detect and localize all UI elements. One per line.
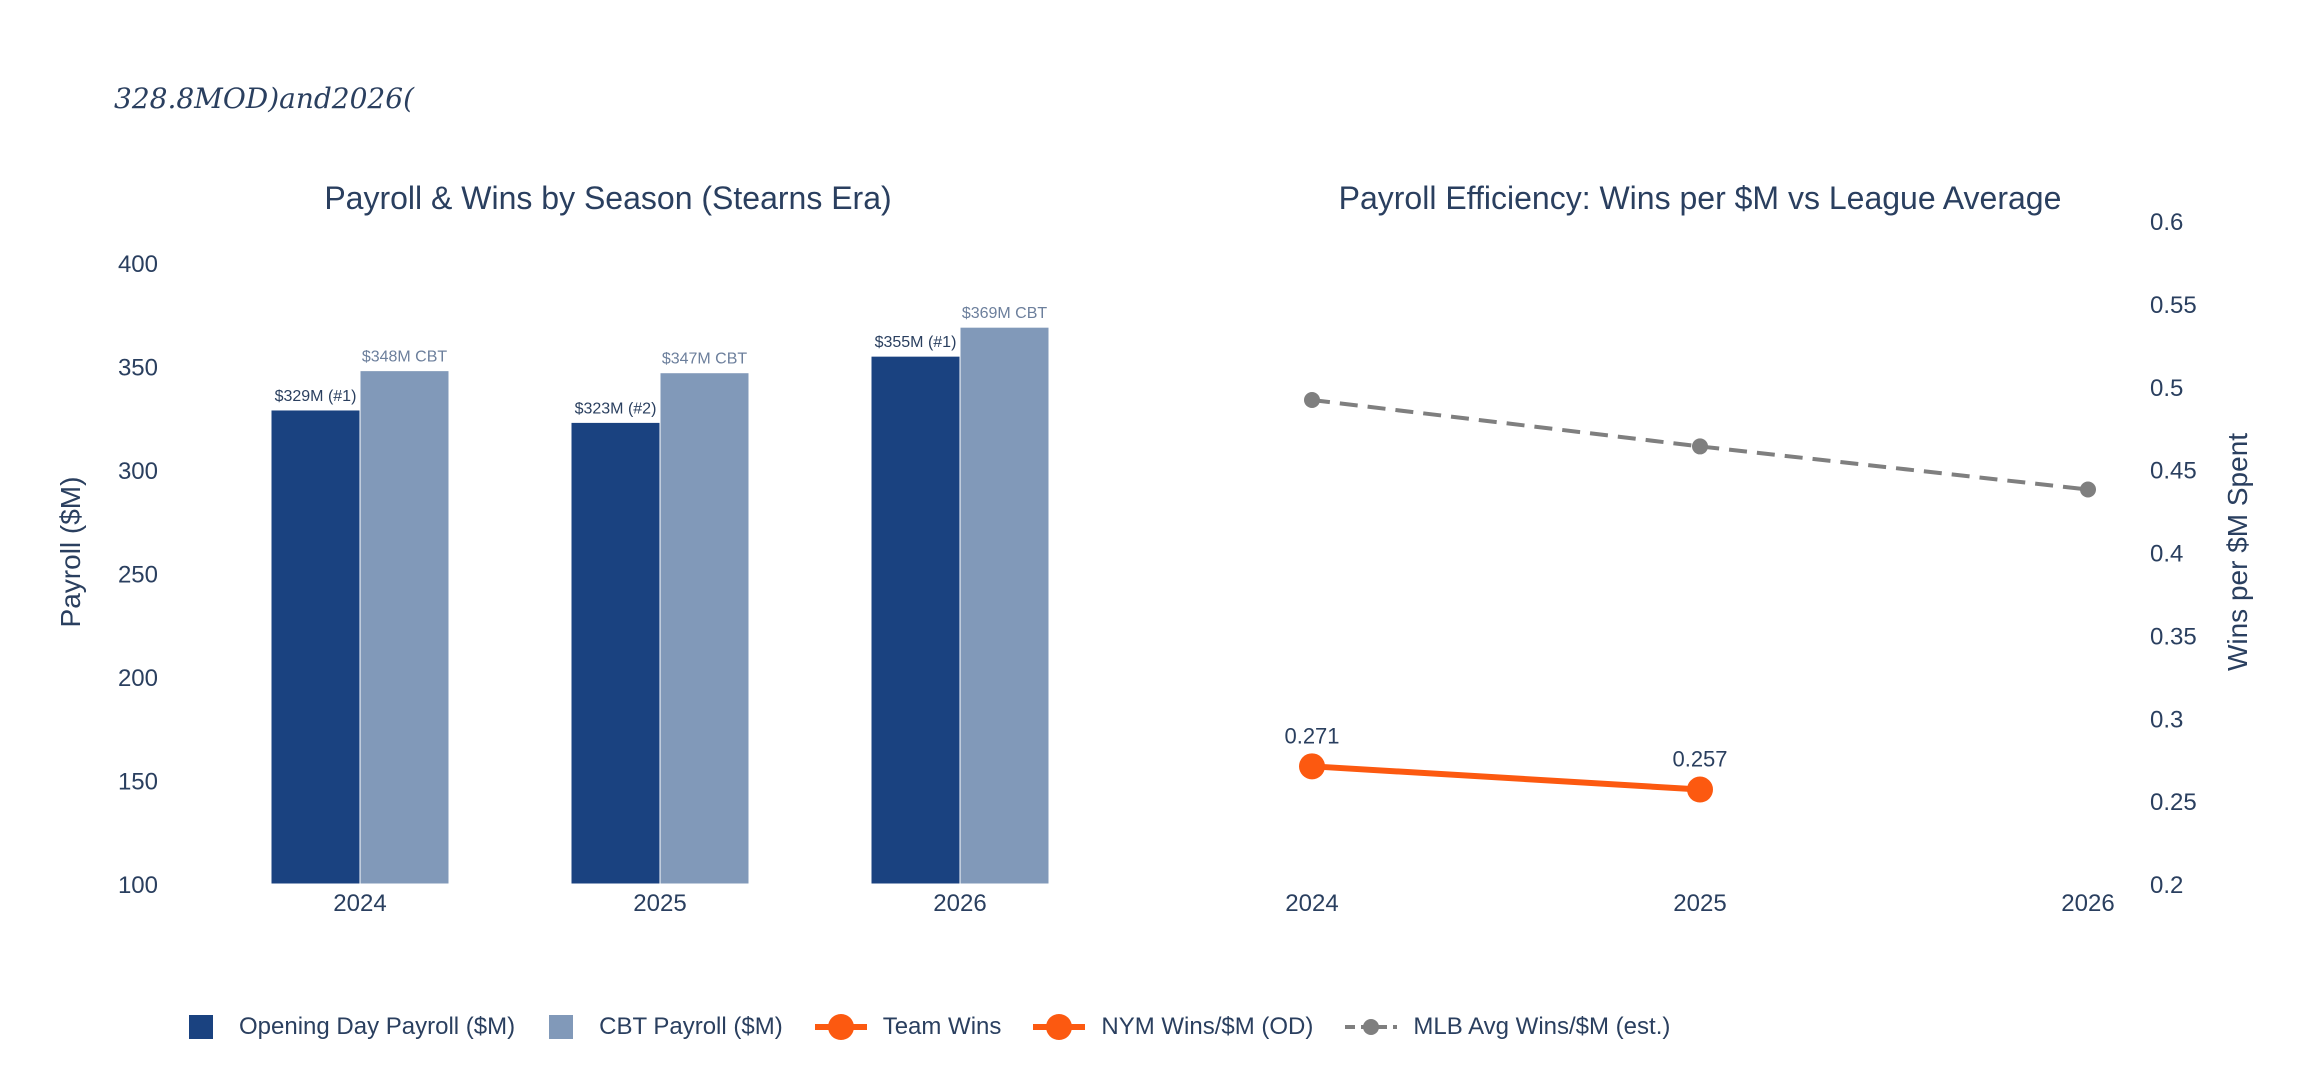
- cbt-payroll-bar: [959, 326, 1050, 885]
- bar-chart-title: Payroll & Wins by Season (Stearns Era): [324, 180, 891, 216]
- bar-y-ticks: 100 150 200 250 300 350 400: [118, 251, 158, 899]
- line-marks: 0.271 0.257: [1284, 392, 2096, 803]
- legend-label: Opening Day Payroll ($M): [239, 1013, 516, 1040]
- bar-chart-y-axis-label: Payroll ($M): [55, 477, 86, 628]
- od-payroll-data-label: $355M (#1): [875, 334, 957, 351]
- nym-efficiency-data-label: 0.257: [1672, 747, 1727, 772]
- legend-item[interactable]: NYM Wins/$M (OD): [1031, 1012, 1313, 1042]
- legend-label: CBT Payroll ($M): [599, 1013, 783, 1040]
- legend: Opening Day Payroll ($M) CBT Payroll ($M)…: [185, 1012, 1700, 1042]
- line-y-tick-label: 0.45: [2150, 458, 2197, 485]
- line-y-tick-label: 0.3: [2150, 706, 2183, 733]
- legend-square-icon: [189, 1015, 213, 1039]
- cbt-payroll-data-label: $347M CBT: [662, 351, 748, 368]
- line-x-tick-label: 2026: [2061, 890, 2114, 917]
- legend-line-marker-icon: [814, 1014, 867, 1040]
- bar-y-tick-label: 300: [118, 458, 158, 485]
- bar-y-tick-label: 400: [118, 251, 158, 278]
- league-avg-point: [1304, 392, 1320, 409]
- legend-item[interactable]: Team Wins: [813, 1012, 1002, 1042]
- line-y-tick-label: 0.6: [2150, 209, 2183, 236]
- bar-chart: Payroll & Wins by Season (Stearns Era) P…: [55, 180, 1050, 917]
- line-y-tick-label: 0.55: [2150, 292, 2197, 319]
- legend-label: NYM Wins/$M (OD): [1101, 1013, 1314, 1040]
- od-payroll-bar: [270, 409, 361, 885]
- bar-y-tick-label: 350: [118, 355, 158, 382]
- legend-square-icon: [549, 1015, 574, 1039]
- page-title: 328.8MOD)and2026(: [114, 82, 414, 115]
- nym-efficiency-point: [1299, 753, 1325, 780]
- bar-x-ticks: 2024 2025 2026: [333, 890, 986, 917]
- od-payroll-bar: [570, 421, 661, 885]
- nym-efficiency-line: [1311, 763, 1701, 793]
- line-y-tick-label: 0.5: [2150, 375, 2183, 402]
- legend-line-marker-icon: [1033, 1014, 1086, 1040]
- bar-y-tick-label: 150: [118, 769, 158, 796]
- line-chart-title: Payroll Efficiency: Wins per $M vs Leagu…: [1339, 180, 2062, 216]
- line-y-tick-label: 0.25: [2150, 789, 2197, 816]
- line-y-ticks: 0.2 0.25 0.3 0.35 0.4 0.45 0.5 0.55 0.6: [2150, 209, 2197, 899]
- line-chart: Payroll Efficiency: Wins per $M vs Leagu…: [1284, 180, 2253, 917]
- cbt-payroll-bar: [659, 372, 750, 885]
- bar-x-tick-label: 2025: [633, 890, 686, 917]
- legend-item[interactable]: Opening Day Payroll ($M): [185, 1012, 515, 1042]
- od-payroll-data-label: $329M (#1): [275, 388, 357, 405]
- line-x-tick-label: 2025: [1673, 890, 1726, 917]
- line-chart-y-axis-label: Wins per $M Spent: [2222, 433, 2253, 671]
- od-payroll-data-label: $323M (#2): [575, 400, 657, 417]
- cbt-payroll-data-label: $348M CBT: [362, 349, 448, 366]
- league-avg-point: [2080, 481, 2096, 498]
- bar-marks: $329M (#1) $348M CBT $323M (#2) $347M CBT $3…: [270, 305, 1050, 885]
- legend-label: Team Wins: [882, 1013, 1002, 1040]
- bar-y-tick-label: 100: [118, 872, 158, 899]
- bar-y-tick-label: 250: [118, 562, 158, 589]
- bar-x-tick-label: 2024: [333, 890, 386, 917]
- line-y-tick-label: 0.35: [2150, 623, 2197, 650]
- line-x-tick-label: 2024: [1285, 890, 1338, 917]
- league-avg-line: [1311, 398, 2089, 492]
- od-payroll-bar: [870, 355, 961, 885]
- league-avg-point: [1692, 438, 1708, 455]
- line-x-ticks: 2024 2025 2026: [1285, 890, 2114, 917]
- legend-item[interactable]: MLB Avg Wins/$M (est.): [1343, 1012, 1670, 1042]
- bar-x-tick-label: 2026: [933, 890, 986, 917]
- legend-item[interactable]: CBT Payroll ($M): [545, 1012, 783, 1042]
- legend-line-marker-icon: [1345, 1019, 1398, 1035]
- cbt-payroll-bar: [359, 370, 450, 885]
- line-y-tick-label: 0.4: [2150, 541, 2183, 568]
- line-y-tick-label: 0.2: [2150, 872, 2183, 899]
- nym-efficiency-data-label: 0.271: [1284, 723, 1339, 748]
- nym-efficiency-point: [1687, 776, 1713, 803]
- legend-label: MLB Avg Wins/$M (est.): [1413, 1013, 1671, 1040]
- cbt-payroll-data-label: $369M CBT: [962, 305, 1048, 322]
- bar-y-tick-label: 200: [118, 665, 158, 692]
